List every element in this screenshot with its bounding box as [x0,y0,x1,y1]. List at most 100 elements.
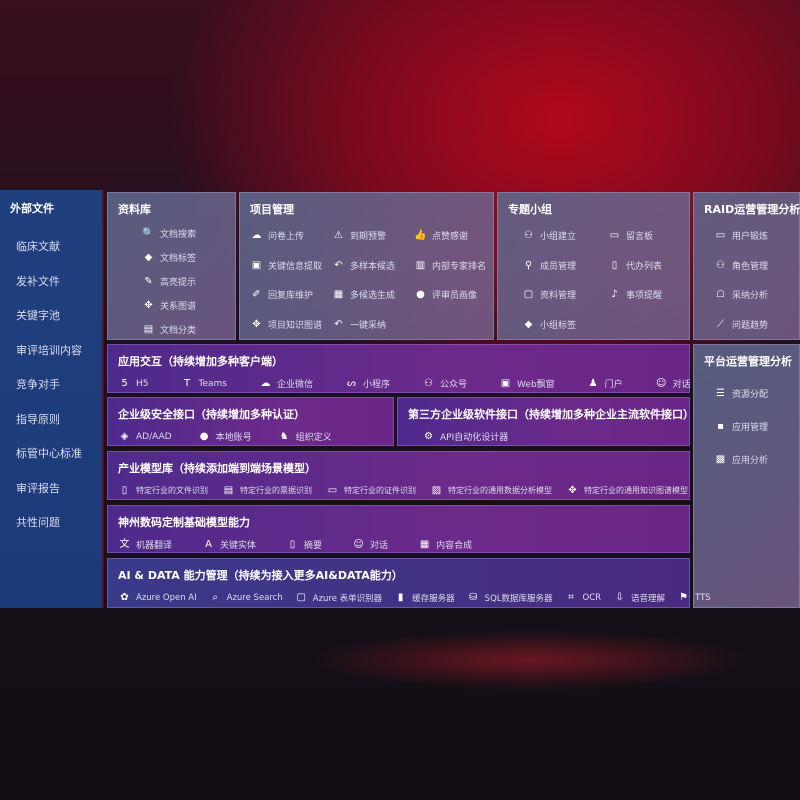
group-item[interactable]: ◆ 小组标签 [522,310,608,340]
security-item[interactable]: ♞ 组织定义 [278,430,332,443]
clipboard-icon: ▯ [611,259,618,271]
sidebar-item[interactable]: 指导原则 [16,412,60,426]
ai-data-panel: AI & DATA 能力管理（持续为接入更多AI&DATA能力） ✿ Azure O… [107,558,711,608]
graph-icon: ✥ [144,299,153,311]
raid-item-label: 角色管理 [732,261,769,272]
platform-item[interactable]: ☰ 资源分配 [714,377,800,410]
thirdparty-item[interactable]: ⚙ API自动化设计器 [422,430,508,443]
base-item[interactable]: A 关键实体 [202,538,256,551]
base-item[interactable]: ▯ 摘要 [286,538,322,551]
ai-item[interactable]: ⚑ TTS [677,591,711,604]
document-search-icon: 🔍 [142,227,155,239]
sidebar-item[interactable]: 审评培训内容 [16,343,82,357]
industry-item[interactable]: ▤ 特定行业的票据识别 [222,484,312,497]
project-item[interactable]: ✐ 回复库维护 [250,280,332,310]
project-item[interactable]: ⚠ 到期预警 [332,221,414,251]
industry-title: 产业模型库（持续添加端到端场景模型） [118,462,316,475]
project-item[interactable]: ↶ 多样本候选 [332,251,414,281]
project-item[interactable]: ● 评审员画像 [414,280,496,310]
ai-item[interactable]: ✿ Azure Open AI [118,591,197,604]
group-item-label: 小组标签 [540,320,577,331]
cloud-upload-icon: ☁ [251,230,262,242]
app-item[interactable]: ☁ 企业微信 [259,377,313,390]
base-item[interactable]: ▦ 内容合成 [418,538,472,551]
server-icon: ▮ [397,592,404,603]
library-item[interactable]: 🔍 文档搜索 [142,221,242,245]
sidebar-item[interactable]: 临床文献 [16,240,60,253]
project-title: 项目管理 [250,203,294,216]
industry-item[interactable]: ▨ 特定行业的通用数据分析模型 [430,484,552,497]
project-item-label: 点赞感谢 [432,232,469,243]
app-item-label: 小程序 [363,380,391,390]
group-item[interactable]: ⚇ 小组建立 [522,221,608,251]
project-item[interactable]: ▦ 多候选生成 [332,280,414,310]
project-item[interactable]: ✥ 项目知识图谱 [250,310,332,340]
project-item-label: 评审员画像 [432,291,478,302]
sidebar-item[interactable]: 共性问题 [16,516,60,529]
library-item[interactable]: ✎ 高亮提示 [142,269,242,293]
library-item[interactable]: ▤ 文档分类 [142,317,242,341]
raid-item[interactable]: ☖ 采纳分析 [714,280,800,310]
ai-item[interactable]: ⛁ SQL数据库服务器 [467,591,553,604]
project-item[interactable]: ↶ 一键采纳 [332,310,414,340]
app-item[interactable]: T Teams [181,377,227,390]
form-icon: ▢ [296,592,306,603]
reply-icon: ↶ [334,318,343,330]
library-item[interactable]: ◆ 文档标签 [142,245,242,269]
app-item[interactable]: 5 H5 [118,377,149,390]
ai-item[interactable]: ⌕ Azure Search [209,591,282,604]
user-add-icon: ⚲ [524,259,533,271]
platform-panel: 平台运营管理分析 ☰ 资源分配 ▪ 应用管理 ▩ 应用分析 [693,344,800,608]
industry-item[interactable]: ✥ 特定行业的通用知识图谱模型 [566,484,688,497]
app-item[interactable]: ☺ 对话 [655,377,691,390]
industry-item[interactable]: ▯ 特定行业的文件识别 [118,484,208,497]
base-item[interactable]: ☺ 对话 [352,538,388,551]
ai-item-label: Azure Open AI [136,592,197,603]
base-item[interactable]: 文机器翻译 [118,538,173,551]
raid-item[interactable]: ⚇ 角色管理 [714,251,800,281]
raid-item-label: 问题趋势 [732,320,769,331]
ai-item[interactable]: ⌗ OCR [565,591,601,604]
security-item-label: AD/AAD [136,431,172,442]
sidebar-item[interactable]: 竞争对手 [16,378,60,391]
group-item[interactable]: ▯ 代办列表 [608,251,694,281]
app-item-label: H5 [136,378,149,389]
project-item-label: 多样本候选 [350,261,396,272]
sidebar-item[interactable]: 标管中心标准 [16,447,82,460]
industry-item-label: 特定行业的通用知识图谱模型 [584,486,688,495]
platform-item[interactable]: ▩ 应用分析 [714,443,800,476]
group-item[interactable]: ▢ 资料管理 [522,280,608,310]
thirdparty-title: 第三方企业级软件接口（持续增加多种企业主流软件接口） [408,408,694,421]
security-item[interactable]: ◈ AD/AAD [118,430,172,443]
raid-item[interactable]: ▭ 用户锻炼 [714,221,800,251]
app-item[interactable]: ᔕ 小程序 [345,377,390,390]
group-item[interactable]: ♪ 事项提醒 [608,280,694,310]
html5-icon: 5 [121,378,128,389]
library-item[interactable]: ✥ 关系图谱 [142,293,242,317]
raid-item[interactable]: ⟋ 问题趋势 [714,310,800,340]
project-item[interactable]: ☁ 问卷上传 [250,221,332,251]
database-icon: ⛁ [468,592,478,603]
ai-item[interactable]: ▮ 缓存服务器 [394,591,455,604]
app-item[interactable]: ▣ Web飘窗 [499,377,555,390]
ai-item[interactable]: ▢ Azure 表单识别器 [295,591,383,604]
project-item[interactable]: 👍 点赞感谢 [414,221,496,251]
app-item[interactable]: ♟ 门户 [587,377,623,390]
security-item[interactable]: ● 本地账号 [198,430,252,443]
industry-item[interactable]: ▭ 特定行业的证件识别 [326,484,416,497]
project-item[interactable]: ▥ 内部专家排名 [414,251,496,281]
ai-item[interactable]: ⇩ 语音理解 [613,591,665,604]
ocr-icon: ⌗ [568,592,574,603]
sidebar-item[interactable]: 发补文件 [16,274,60,288]
shield-a-icon: A [205,539,212,550]
platform-item[interactable]: ▪ 应用管理 [714,410,800,443]
app-item[interactable]: ⚇ 公众号 [422,377,467,390]
edit-icon: ✐ [252,289,261,301]
group-item[interactable]: ▭ 留言板 [608,221,694,251]
group-item[interactable]: ⚲ 成员管理 [522,251,608,281]
project-item-label: 问卷上传 [268,232,305,243]
project-item[interactable]: ▣ 关键信息提取 [250,251,332,281]
sidebar-item[interactable]: 关键字池 [16,309,60,322]
sidebar-item[interactable]: 审评报告 [16,481,60,495]
search-icon: ⌕ [212,592,218,603]
